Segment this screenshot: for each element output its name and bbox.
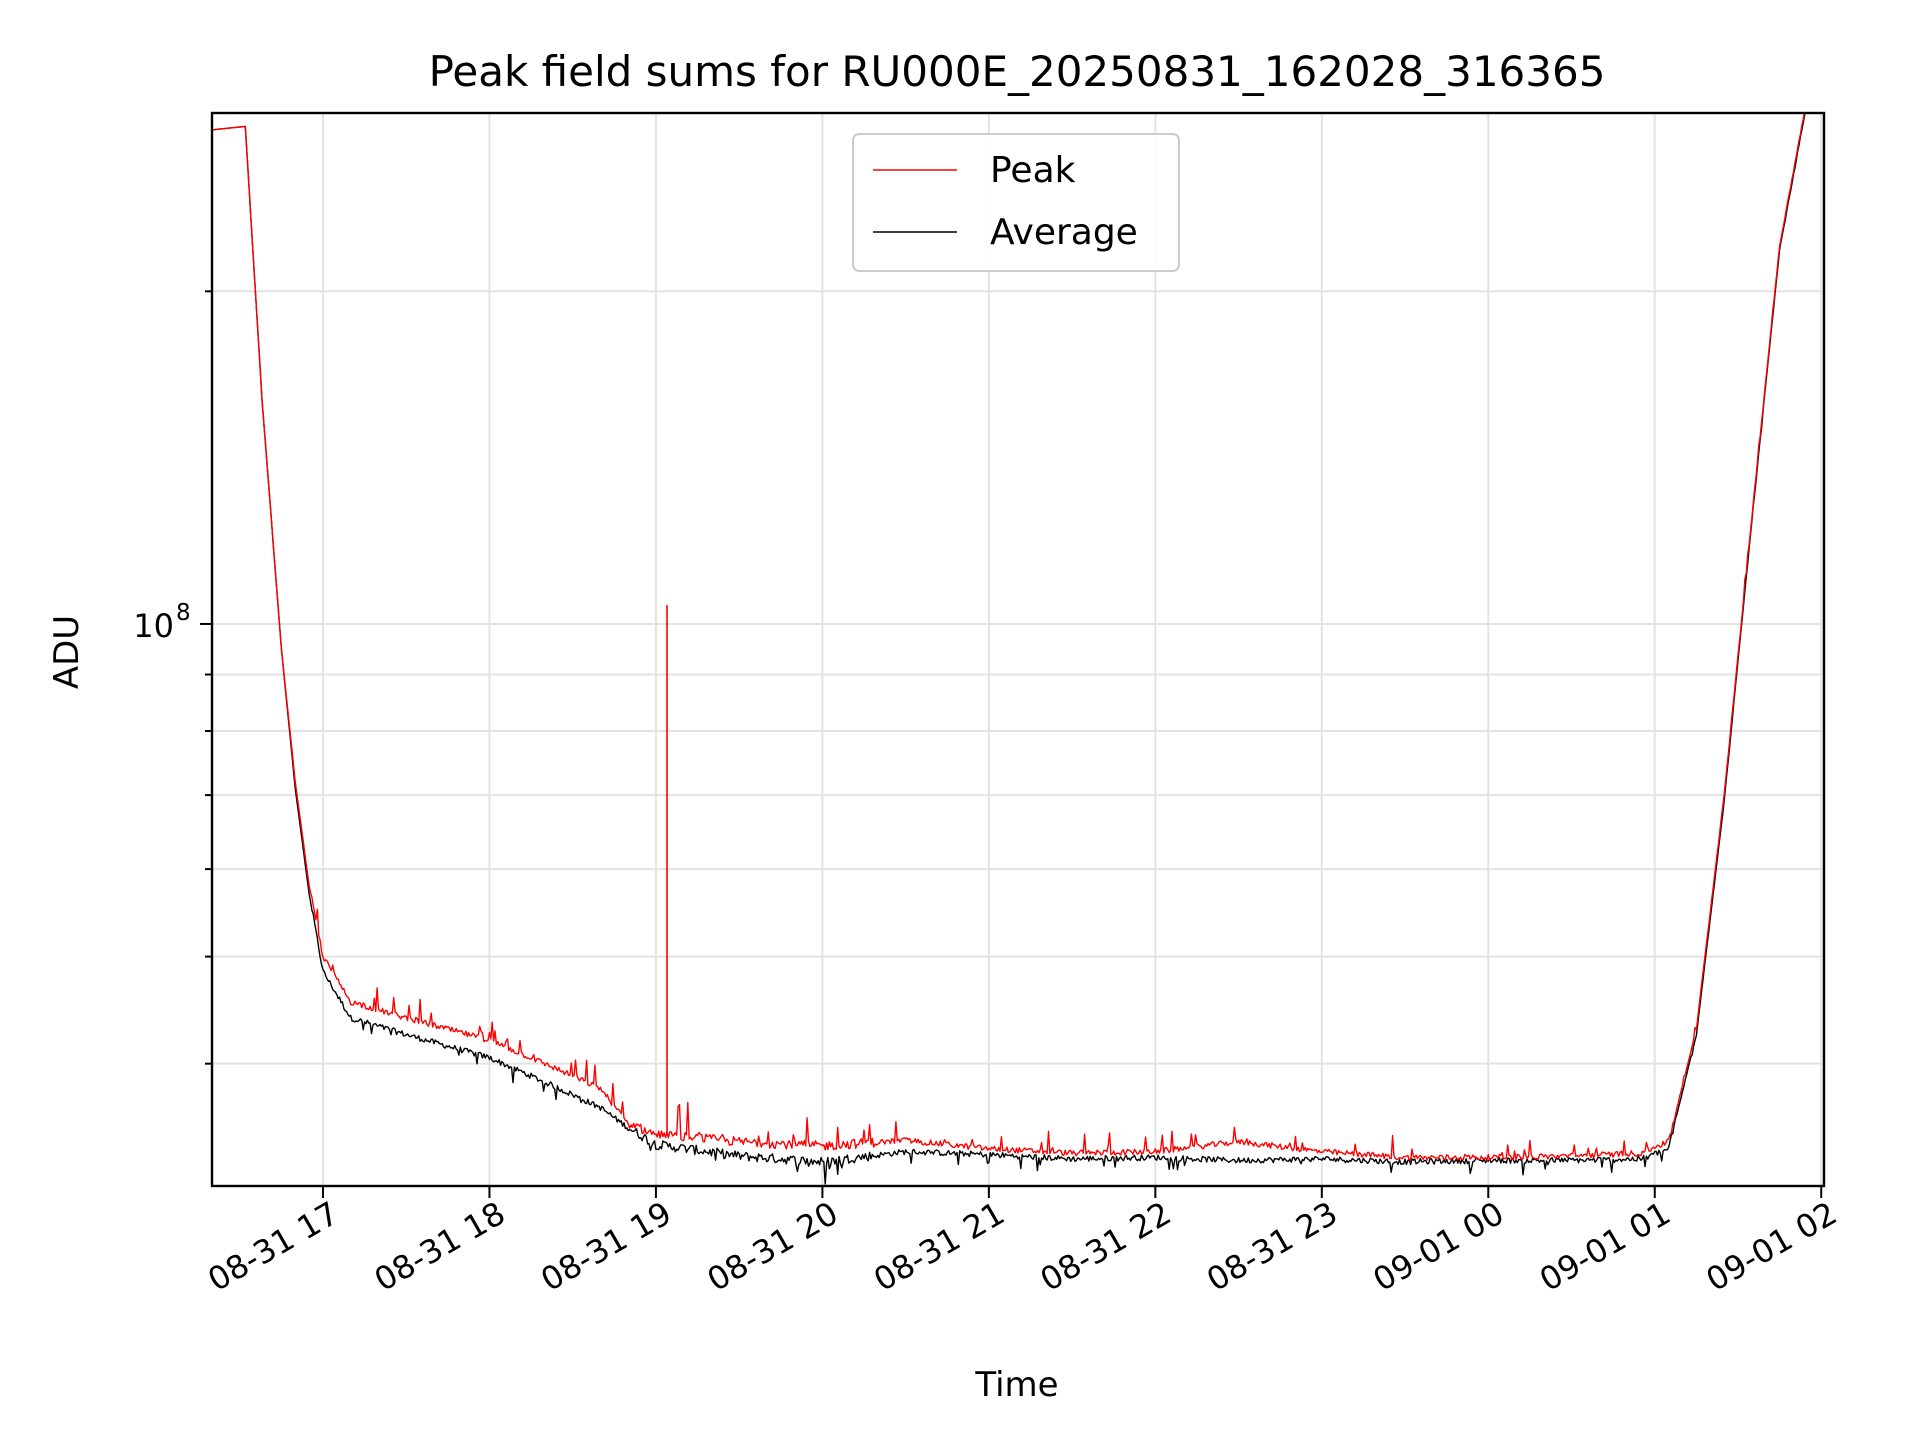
x-axis-label: Time <box>974 1365 1058 1405</box>
series-group <box>212 113 1806 1185</box>
legend-label-peak: Peak <box>990 150 1076 191</box>
x-tick-label: 08-31 19 <box>534 1194 678 1299</box>
legend-box <box>852 133 1180 272</box>
x-tick-label: 09-01 00 <box>1367 1194 1511 1299</box>
series-line-average <box>212 113 1806 1185</box>
y-tick-label: 10 <box>133 607 174 645</box>
x-tick-label: 08-31 20 <box>701 1194 845 1299</box>
grid <box>212 113 1824 1186</box>
plot-area <box>212 113 1806 1185</box>
series-line-peak <box>212 113 1806 1161</box>
x-tick-label: 09-01 02 <box>1700 1194 1844 1299</box>
chart-title: Peak field sums for RU000E_20250831_1620… <box>429 47 1606 96</box>
x-tick-label: 09-01 01 <box>1533 1194 1677 1299</box>
legend: Peak Average <box>852 133 1180 272</box>
axes-frame <box>210 111 1826 1188</box>
x-tick-label: 08-31 23 <box>1200 1194 1344 1299</box>
legend-label-average: Average <box>990 212 1138 253</box>
x-tick-label: 08-31 22 <box>1034 1194 1178 1299</box>
y-axis-label: ADU <box>47 615 87 689</box>
y-tick-exponent: 8 <box>176 600 191 626</box>
x-tick-label: 08-31 18 <box>368 1194 512 1299</box>
y-axis: 10 8 <box>133 290 212 1065</box>
x-tick-label: 08-31 17 <box>201 1194 345 1299</box>
x-axis: 08-31 17 08-31 18 08-31 19 08-31 20 08-31 21… <box>201 1186 1843 1299</box>
x-tick-label: 08-31 21 <box>867 1194 1011 1299</box>
